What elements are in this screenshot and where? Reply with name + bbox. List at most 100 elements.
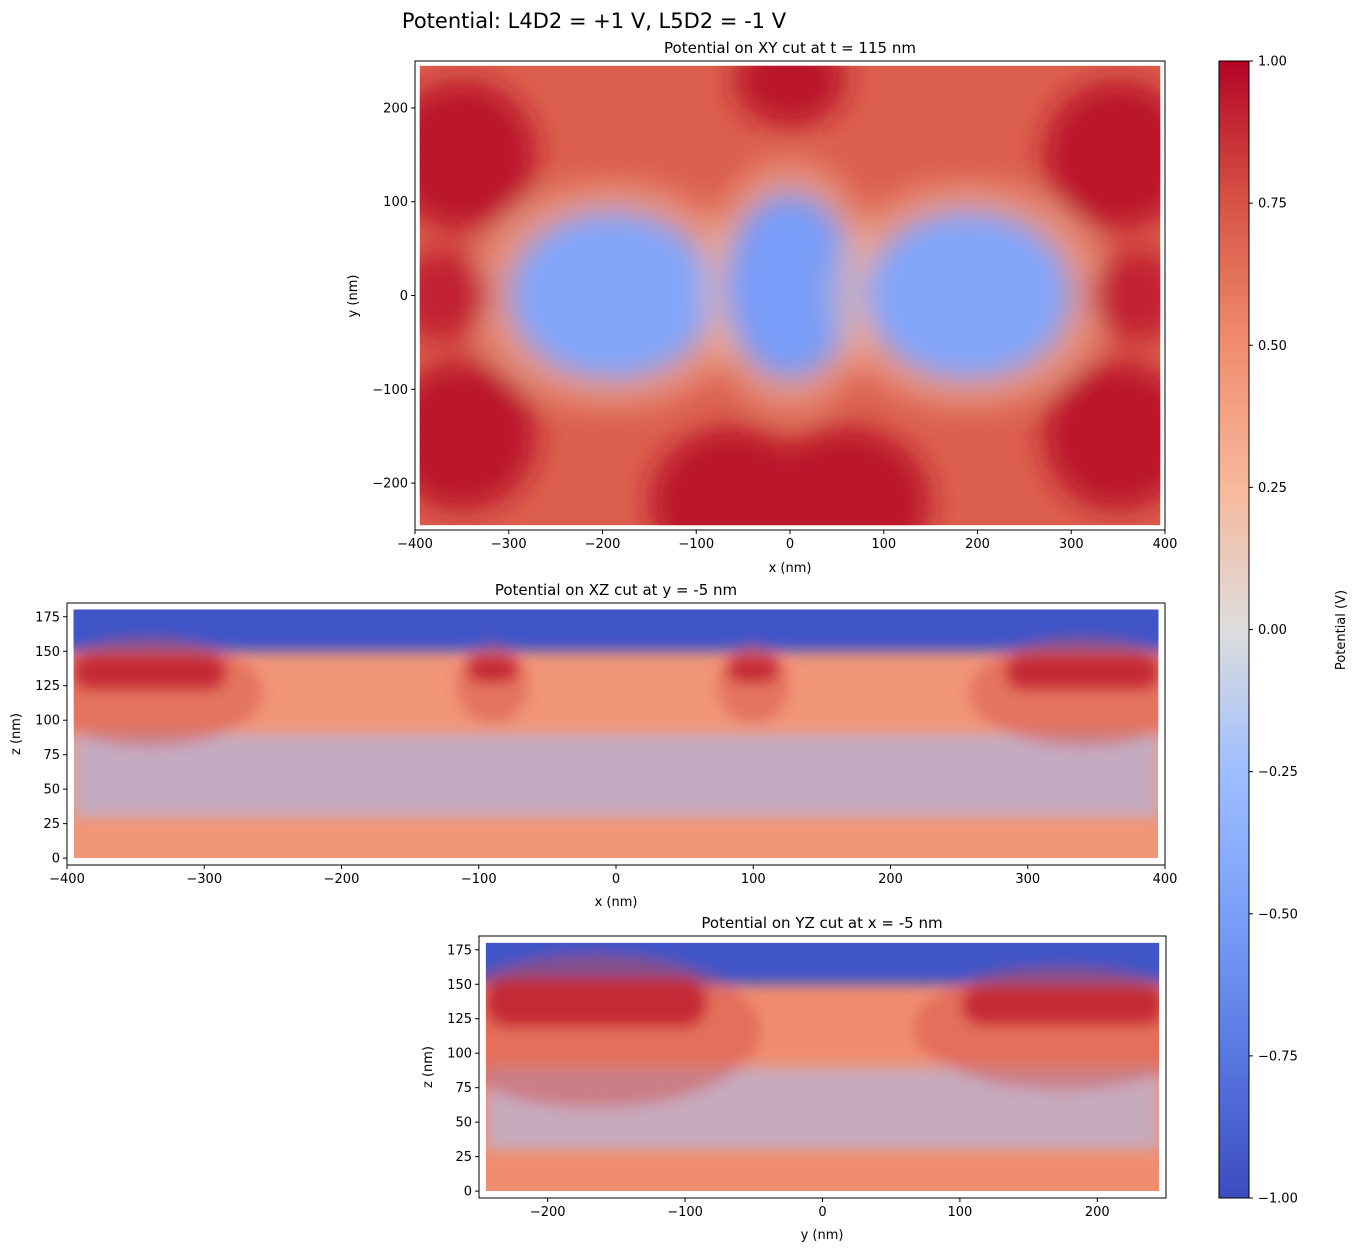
xtick-label: 0 <box>786 537 794 552</box>
panel-yz-xticks: −200 −100 0 100 200 <box>530 1198 1110 1220</box>
ytick-label: 50 <box>43 783 60 798</box>
ytick-label: 150 <box>447 978 472 993</box>
colorbar-tick-label: −0.25 <box>1258 765 1298 780</box>
xtick-label: −100 <box>667 1205 703 1220</box>
ytick-label: 175 <box>447 943 472 958</box>
potential-peak <box>1043 79 1161 230</box>
panel-xy-title: Potential on XY cut at t = 115 nm <box>664 39 916 57</box>
colorbar-tick-label: 0.25 <box>1258 481 1287 496</box>
heatmap-features <box>485 942 1160 1150</box>
ytick-label: 175 <box>35 610 60 625</box>
ytick-label: −100 <box>372 383 408 398</box>
panel-xz-yticks: 0 25 50 75 100 125 150 175 <box>35 610 67 867</box>
panel-xz: Potential on XZ cut at y = -5 nm −400 −30… <box>9 581 1177 910</box>
potential-peak <box>419 79 537 230</box>
xtick-label: −400 <box>49 872 85 887</box>
colorbar-tick-label: −0.50 <box>1258 907 1298 922</box>
heatmap-field <box>73 609 1159 859</box>
potential-peak <box>733 65 847 127</box>
panel-yz-xlabel: y (nm) <box>801 1228 844 1243</box>
ytick-label: 0 <box>400 289 408 304</box>
xtick-label: 300 <box>1059 537 1084 552</box>
figure-title: Potential: L4D2 = +1 V, L5D2 = -1 V <box>402 9 787 33</box>
colorbar: 1.00 0.75 0.50 0.25 0.00 −0.25 −0.50 −0.75 −1.00… <box>1218 55 1349 1207</box>
xtick-label: 100 <box>947 1205 972 1220</box>
panel-yz-title: Potential on YZ cut at x = -5 nm <box>701 914 942 932</box>
xtick-label: 100 <box>741 872 766 887</box>
ytick-label: 25 <box>43 817 60 832</box>
ytick-label: 0 <box>52 852 60 867</box>
gate-halo <box>969 637 1159 748</box>
colorbar-label: Potential (V) <box>1334 590 1349 670</box>
panel-xz-xlabel: x (nm) <box>595 895 638 910</box>
ytick-label: 0 <box>464 1185 472 1200</box>
panel-xy-xlabel: x (nm) <box>769 561 812 576</box>
xtick-label: −200 <box>585 537 621 552</box>
panel-yz-heatmap <box>485 942 1160 1192</box>
panel-xy-heatmap <box>419 65 1161 526</box>
heatmap-field <box>419 65 1161 526</box>
xtick-label: 200 <box>965 537 990 552</box>
xtick-label: −100 <box>678 537 714 552</box>
gate-halo <box>717 644 790 724</box>
panel-xy: Potential on XY cut at t = 115 nm −400 −3… <box>346 39 1177 576</box>
panel-xy-ylabel: y (nm) <box>346 275 361 318</box>
ytick-label: 100 <box>35 714 60 729</box>
ytick-label: 125 <box>447 1012 472 1027</box>
xtick-label: 0 <box>818 1205 826 1220</box>
xtick-label: −400 <box>397 537 433 552</box>
colorbar-ticks: 1.00 0.75 0.50 0.25 0.00 −0.25 −0.50 −0.75 −1.00 <box>1249 55 1298 1207</box>
gate-halo <box>485 953 761 1109</box>
heatmap-field <box>485 942 1160 1192</box>
xtick-label: 100 <box>871 537 896 552</box>
potential-well <box>508 211 715 380</box>
xtick-label: −300 <box>186 872 222 887</box>
heatmap-features <box>73 609 1159 817</box>
layer-top <box>73 609 1159 652</box>
panel-xy-xticks: −400 −300 −200 −100 0 100 200 300 400 <box>397 530 1177 552</box>
panel-yz: Potential on YZ cut at x = -5 nm −200 −10… <box>421 914 1167 1243</box>
ytick-label: 50 <box>455 1116 472 1131</box>
ytick-label: 150 <box>35 645 60 660</box>
panel-xz-heatmap <box>73 609 1159 859</box>
potential-well <box>724 192 856 380</box>
layer-transition <box>73 734 1159 817</box>
xtick-label: 400 <box>1153 537 1178 552</box>
xtick-label: 300 <box>1015 872 1040 887</box>
colorbar-tick-label: 1.00 <box>1258 55 1287 70</box>
potential-peak <box>419 361 537 512</box>
ytick-label: 100 <box>383 195 408 210</box>
xtick-label: 0 <box>612 872 620 887</box>
colorbar-tick-label: 0.00 <box>1258 623 1287 638</box>
ytick-label: 125 <box>35 679 60 694</box>
panel-xz-xticks: −400 −300 −200 −100 0 100 200 300 400 <box>49 865 1177 887</box>
potential-peak <box>1043 361 1161 512</box>
panel-xz-title: Potential on XZ cut at y = -5 nm <box>495 581 737 599</box>
potential-peak <box>761 426 931 526</box>
colorbar-tick-label: 0.50 <box>1258 339 1287 354</box>
colorbar-tick-label: −0.75 <box>1258 1049 1298 1064</box>
xtick-label: −300 <box>491 537 527 552</box>
ytick-label: 200 <box>383 101 408 116</box>
potential-peak <box>1090 248 1161 343</box>
colorbar-gradient <box>1218 60 1250 1199</box>
panel-yz-ylabel: z (nm) <box>421 1046 436 1088</box>
panel-xz-ylabel: z (nm) <box>9 713 24 755</box>
xtick-label: 400 <box>1153 872 1178 887</box>
xtick-label: −200 <box>324 872 360 887</box>
xtick-label: −100 <box>461 872 497 887</box>
gate-halo <box>913 966 1160 1090</box>
ytick-label: 100 <box>447 1047 472 1062</box>
colorbar-tick-label: −1.00 <box>1258 1192 1298 1207</box>
panel-xy-yticks: −200 −100 0 100 200 <box>372 101 415 492</box>
xtick-label: 200 <box>878 872 903 887</box>
xtick-label: −200 <box>530 1205 566 1220</box>
ytick-label: −200 <box>372 477 408 492</box>
colorbar-tick-label: 0.75 <box>1258 197 1287 212</box>
gate-halo <box>73 637 263 748</box>
xtick-label: 200 <box>1085 1205 1110 1220</box>
ytick-label: 75 <box>43 748 60 763</box>
potential-peak <box>419 248 490 343</box>
heatmap-features <box>419 65 1161 526</box>
